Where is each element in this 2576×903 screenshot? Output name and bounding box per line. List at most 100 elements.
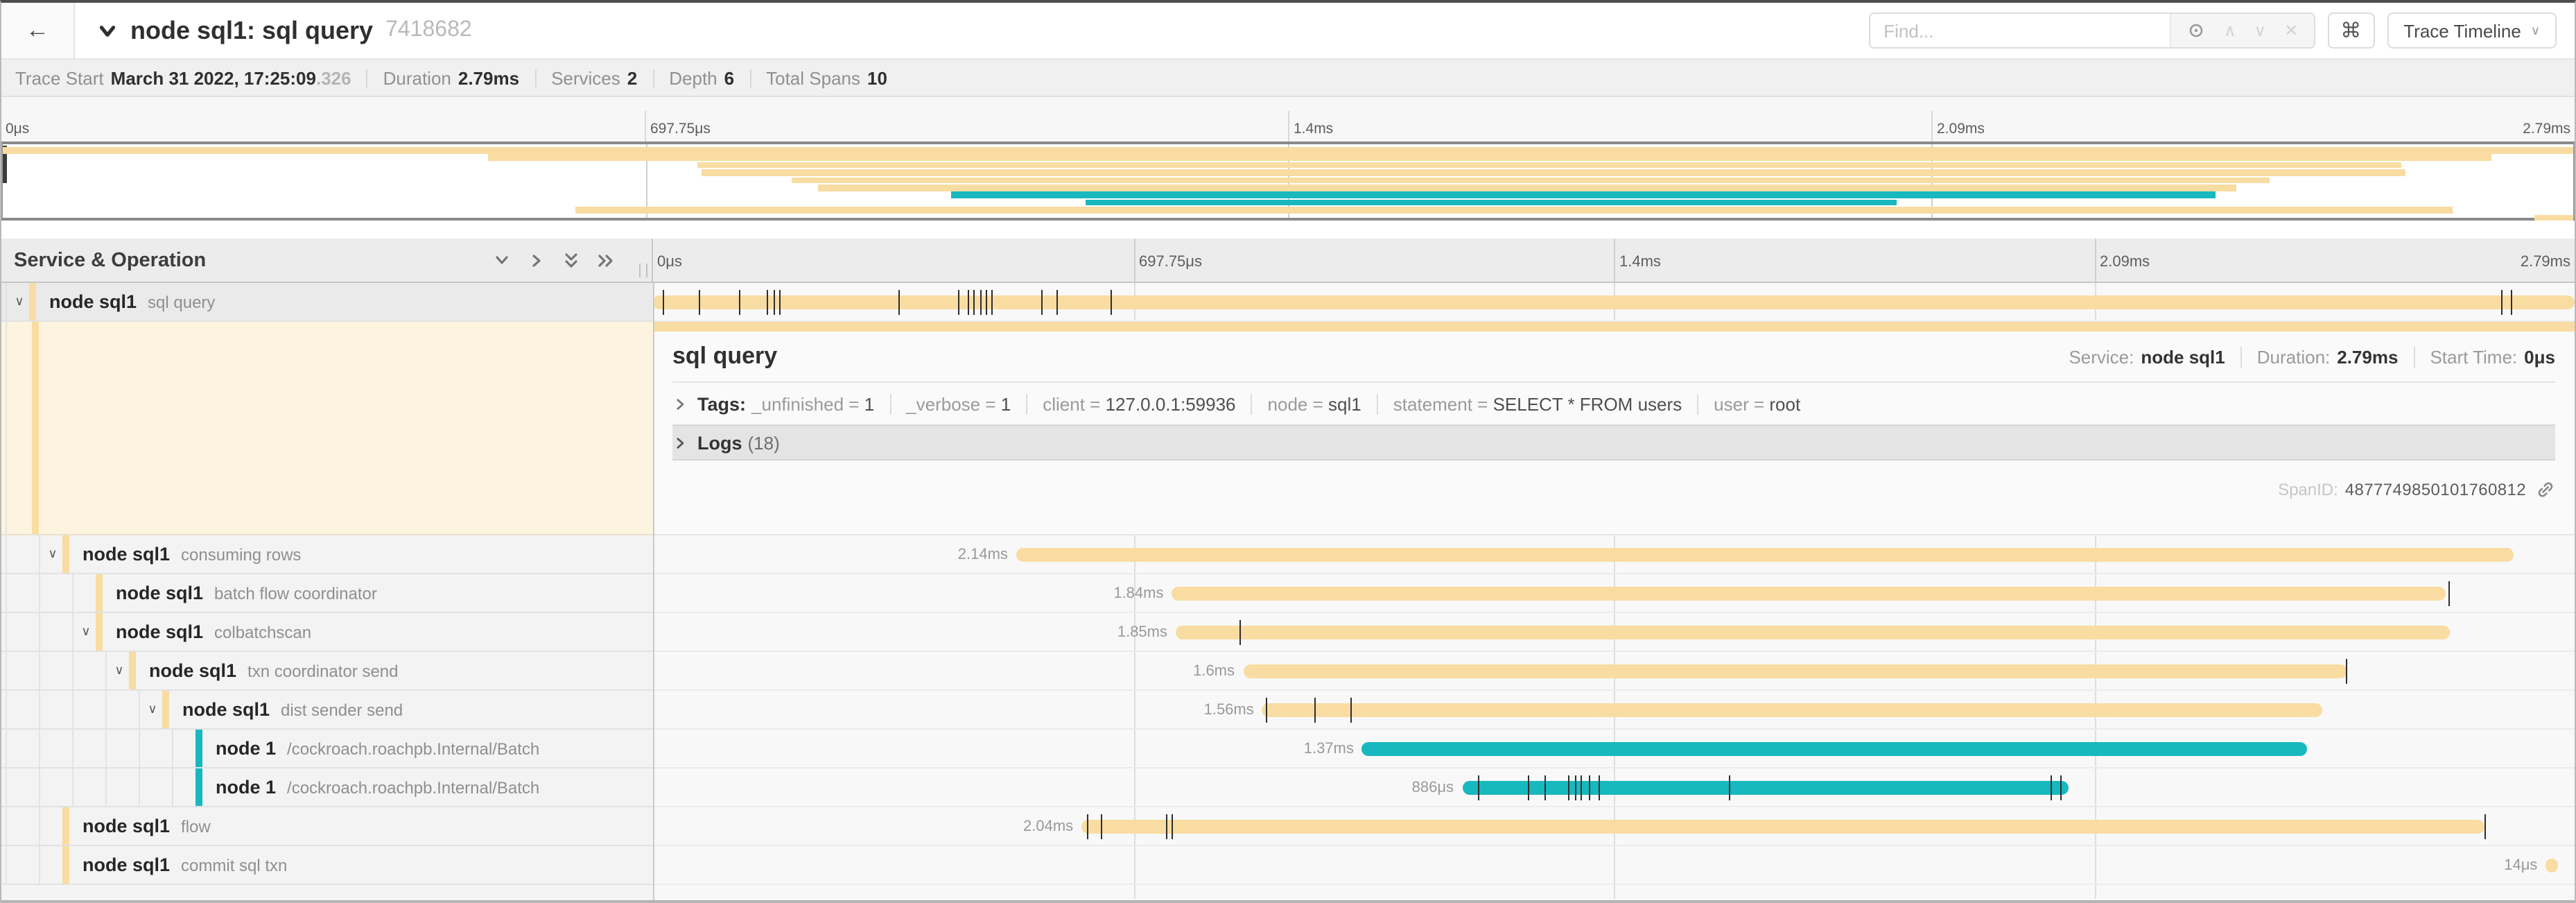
minimap-span-row xyxy=(3,184,2573,192)
tree-row[interactable]: node sql1 batch flow coordinator xyxy=(1,574,653,613)
span-bar-cell[interactable]: 2.14ms xyxy=(653,535,2575,574)
chevron-down-icon[interactable]: ∨ xyxy=(114,663,124,677)
log-tick-mark xyxy=(985,290,987,315)
span-bar[interactable] xyxy=(1243,664,2348,678)
span-bar[interactable] xyxy=(1262,703,2323,717)
span-row[interactable]: ∨ node sql1 txn coordinator send 1.6ms xyxy=(1,652,2575,691)
span-bar[interactable] xyxy=(2545,859,2558,872)
span-bar-cell[interactable]: 1.37ms xyxy=(653,730,2575,768)
minimap-rows xyxy=(3,147,2573,222)
span-bar-cell[interactable] xyxy=(653,283,2575,322)
span-bar[interactable] xyxy=(1175,626,2450,639)
tag-separator xyxy=(889,393,891,414)
minimap-span-bar xyxy=(697,162,2401,169)
collapse-one-icon[interactable] xyxy=(492,250,512,270)
tree-row[interactable]: ∨ node sql1 consuming rows xyxy=(1,535,653,574)
operation-name: dist sender send xyxy=(281,700,403,719)
trace-title[interactable]: node sql1: sql query 7418682 xyxy=(97,16,1868,45)
operation-name: /cockroach.roachpb.Internal/Batch xyxy=(287,739,540,758)
span-bar[interactable] xyxy=(1172,587,2446,601)
tree-guide-line xyxy=(39,691,40,728)
column-divider[interactable] xyxy=(653,283,654,902)
link-icon[interactable] xyxy=(2536,480,2555,499)
span-row[interactable]: node sql1 batch flow coordinator 1.84ms xyxy=(1,574,2575,613)
tree-guide-line xyxy=(72,768,73,806)
tree-row[interactable]: node 1/cockroach.roachpb.Internal/Batch xyxy=(1,730,653,768)
tree-row[interactable]: ∨ node sql1 colbatchscan xyxy=(1,613,653,652)
tree-row[interactable]: ∨ node sql1 dist sender send xyxy=(1,691,653,730)
ruler-gridline xyxy=(1288,111,1289,141)
expand-all-icon[interactable] xyxy=(596,250,616,270)
tree-guide-line xyxy=(39,652,40,689)
find-prev-icon[interactable]: ∧ xyxy=(2223,21,2236,40)
tree-row[interactable]: ∨ node sql1 sql query xyxy=(1,283,653,322)
chevron-right-icon xyxy=(677,437,684,448)
span-bar-cell[interactable]: 1.6ms xyxy=(653,652,2575,691)
collapse-all-icon[interactable] xyxy=(562,250,581,270)
find-input[interactable] xyxy=(1870,14,2170,47)
timeline-minimap[interactable] xyxy=(1,141,2575,221)
minimap-drag-handle[interactable] xyxy=(3,146,6,183)
tree-row[interactable]: ∨ node sql1 txn coordinator send xyxy=(1,652,653,691)
log-tick-mark xyxy=(1172,814,1174,839)
find-clear-icon[interactable]: ✕ xyxy=(2284,21,2299,40)
span-row[interactable]: ∨ node sql1 sql query xyxy=(1,283,2575,322)
tree-row[interactable]: node sql1 commit sql txn xyxy=(1,846,653,885)
span-bar-cell[interactable]: 1.56ms xyxy=(653,691,2575,730)
ruler-tick-label: 2.79ms xyxy=(2520,254,2570,270)
operation-name: txn coordinator send xyxy=(247,661,399,680)
service-name: node 1 xyxy=(216,777,277,798)
column-resizer-handle[interactable] xyxy=(639,264,647,277)
summary-items: Trace Start March 31 2022, 17:25:09.326 Du… xyxy=(15,67,887,88)
chevron-down-icon[interactable]: ∨ xyxy=(148,702,157,716)
ruler-tick-label: 697.75μs xyxy=(650,121,711,137)
chevron-down-icon[interactable]: ∨ xyxy=(15,294,24,308)
back-button[interactable]: ← xyxy=(1,3,75,58)
span-bar-cell[interactable]: 14μs xyxy=(653,846,2575,885)
tree-row[interactable]: node 1/cockroach.roachpb.Internal/Batch xyxy=(1,768,653,807)
span-row[interactable]: node sql1 commit sql txn 14μs xyxy=(1,846,2575,885)
chevron-down-icon[interactable]: ∨ xyxy=(48,547,58,560)
logs-label: Logs xyxy=(697,432,742,453)
span-bar[interactable] xyxy=(1361,742,2308,756)
span-row[interactable]: node sql1 flow 2.04ms xyxy=(1,807,2575,846)
horizontal-scrollbar[interactable] xyxy=(1,900,2575,902)
expand-one-icon[interactable] xyxy=(527,250,546,270)
span-bar-cell[interactable]: 1.84ms xyxy=(653,574,2575,613)
tree-row[interactable]: node sql1 flow xyxy=(1,807,653,846)
timeline-gridline xyxy=(1133,283,1135,899)
span-detail-zone: sql query Service: node sql1 Duration: 2… xyxy=(1,322,2575,535)
ruler-gridline xyxy=(1133,239,1135,282)
logs-row[interactable]: Logs (18) xyxy=(672,424,2555,461)
find-next-icon[interactable]: ∨ xyxy=(2254,21,2267,40)
chevron-down-icon[interactable]: ∨ xyxy=(81,624,91,638)
summary-separator xyxy=(366,69,368,87)
log-tick-mark xyxy=(2448,581,2450,606)
keyboard-shortcuts-button[interactable]: ⌘ xyxy=(2327,12,2375,49)
span-row[interactable]: node 1/cockroach.roachpb.Internal/Batch 1… xyxy=(1,730,2575,768)
chevron-down-icon[interactable] xyxy=(97,20,118,41)
tree-guide-line xyxy=(6,613,7,651)
summary-item-label: Total Spans xyxy=(766,67,860,88)
view-selector-button[interactable]: Trace Timeline ∨ xyxy=(2387,12,2557,49)
service-name: node sql1 xyxy=(82,854,171,875)
locate-icon[interactable] xyxy=(2186,21,2206,40)
span-row[interactable]: ∨ node sql1 dist sender send 1.56ms xyxy=(1,691,2575,730)
span-bar[interactable] xyxy=(1462,781,2069,795)
span-bar-cell[interactable]: 886μs xyxy=(653,768,2575,807)
ruler-tick-label: 2.79ms xyxy=(2523,121,2570,137)
span-row[interactable]: ∨ node sql1 consuming rows 2.14ms xyxy=(1,535,2575,574)
minimap-span-bar xyxy=(488,154,2491,161)
tag-item: node = sql1 xyxy=(1267,393,1361,414)
span-bar-cell[interactable]: 1.85ms xyxy=(653,613,2575,652)
span-bar[interactable] xyxy=(1016,548,2514,562)
span-row[interactable]: ∨ node sql1 colbatchscan 1.85ms xyxy=(1,613,2575,652)
span-bar[interactable] xyxy=(653,295,2575,309)
span-row[interactable]: node 1/cockroach.roachpb.Internal/Batch 8… xyxy=(1,768,2575,807)
log-tick-mark xyxy=(1350,698,1352,723)
span-bar-cell[interactable]: 2.04ms xyxy=(653,807,2575,846)
tags-row[interactable]: Tags: _unfinished = 1 _verbose = 1 client … xyxy=(672,383,2555,424)
minimap-span-row xyxy=(3,199,2573,207)
summary-separator xyxy=(652,69,654,87)
span-bar[interactable] xyxy=(1081,820,2484,834)
